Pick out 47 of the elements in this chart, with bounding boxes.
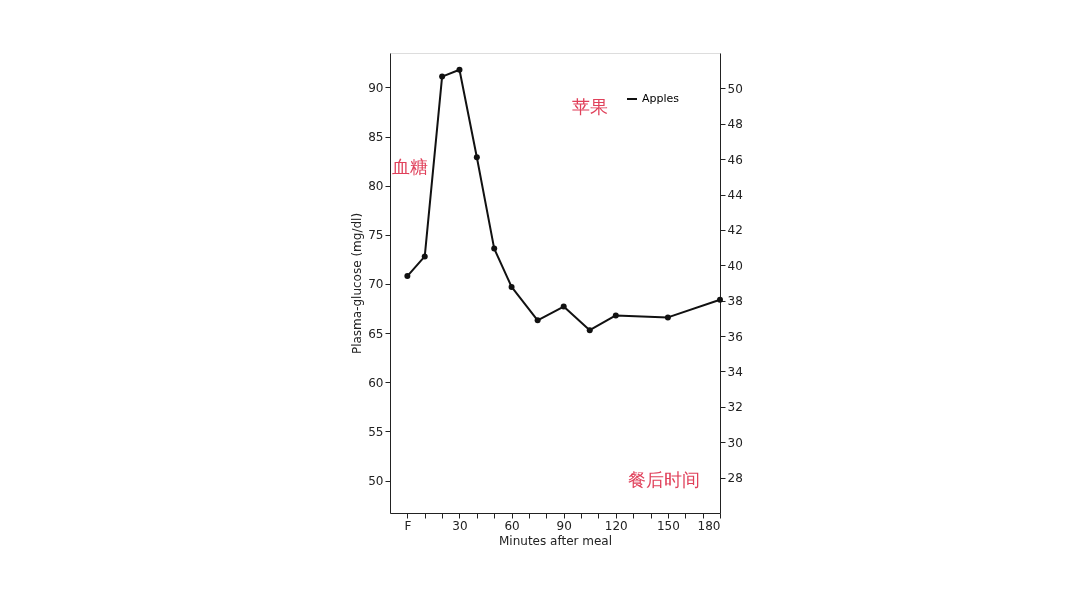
x-tick-label: 150 [656, 518, 680, 533]
y-tick-label: 80 [368, 179, 384, 194]
y2-tick-label: 46 [727, 152, 743, 167]
y-tick-label: 75 [368, 228, 384, 243]
y2-tick-label: 48 [727, 117, 743, 132]
y2-tick-label: 34 [727, 364, 743, 379]
x-tick-label: F [404, 518, 412, 533]
x-tick-label: 120 [604, 518, 628, 533]
point [508, 283, 515, 290]
y-tick-label: 65 [368, 326, 384, 341]
annotation: 餐后时间 [627, 468, 700, 490]
y-tick-label: 85 [368, 130, 384, 145]
y2-tick-label: 38 [727, 294, 743, 309]
x-axis-title: Minutes after meal [498, 533, 613, 548]
point [421, 253, 428, 260]
point [439, 73, 446, 80]
y2-tick-label: 32 [727, 400, 743, 415]
point [560, 303, 567, 310]
y2-tick-label: 50 [727, 81, 743, 96]
point [612, 312, 619, 319]
y2-tick-label: 40 [727, 258, 743, 273]
y-tick-label: 90 [368, 80, 384, 95]
point [586, 327, 593, 334]
y2-tick-label: 30 [727, 435, 743, 450]
point [664, 314, 671, 321]
point [491, 245, 498, 252]
y2-tick-label: 36 [727, 329, 743, 344]
point [717, 296, 723, 303]
y-tick-label: 70 [368, 277, 384, 292]
y2-tick-label: 42 [727, 223, 743, 238]
y2-tick-label: 44 [727, 188, 743, 203]
point [456, 66, 463, 73]
point [404, 273, 411, 280]
legend-label: Apples [642, 92, 680, 105]
y-tick-label: 50 [368, 474, 384, 489]
annotation: 血糖 [391, 156, 428, 177]
x-tick-label: 30 [452, 518, 468, 533]
x-tick-label: 180 [697, 518, 721, 533]
point [473, 154, 480, 161]
point [534, 317, 541, 324]
annotation: 苹果 [571, 96, 608, 118]
y2-tick-label: 28 [727, 471, 743, 486]
x-tick-label: 90 [556, 518, 572, 533]
y-tick-label: 60 [368, 375, 384, 390]
y-axis-title: Plasma-glucose (mg/dl) [350, 212, 365, 355]
x-tick-label: 60 [504, 518, 520, 533]
y-tick-label: 55 [368, 424, 384, 439]
